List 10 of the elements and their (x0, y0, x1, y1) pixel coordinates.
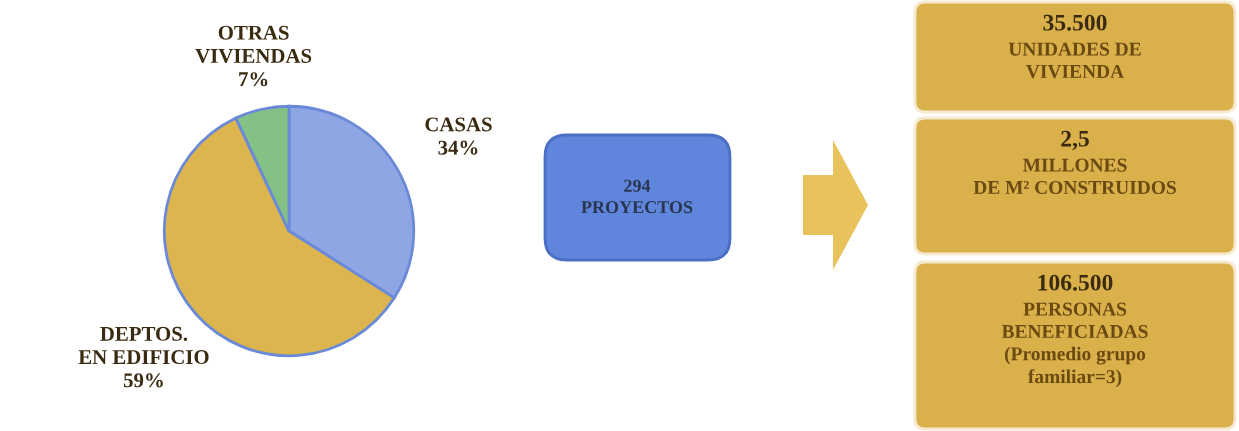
text: 294 PROYECTOS (581, 179, 693, 214)
slice-label: CASAS (425, 117, 492, 132)
data-label: 7% (239, 72, 268, 87)
text: 106.500 PERSONAS BENEFICIADAS (Promedio grupo familiar=3) (1001, 274, 1148, 388)
slice-label: DEPTOS. EN EDIFICIO (78, 326, 209, 365)
text: 35.500 UNIDADES DE VIVIENDA (1008, 14, 1141, 79)
text: 2,5 MILLONES DE M² CONSTRUIDOS (973, 130, 1176, 195)
data-label: 59% (123, 373, 163, 388)
data-label: 34% (438, 140, 478, 155)
slice-label: OTRAS VIVIENDAS (195, 25, 312, 64)
